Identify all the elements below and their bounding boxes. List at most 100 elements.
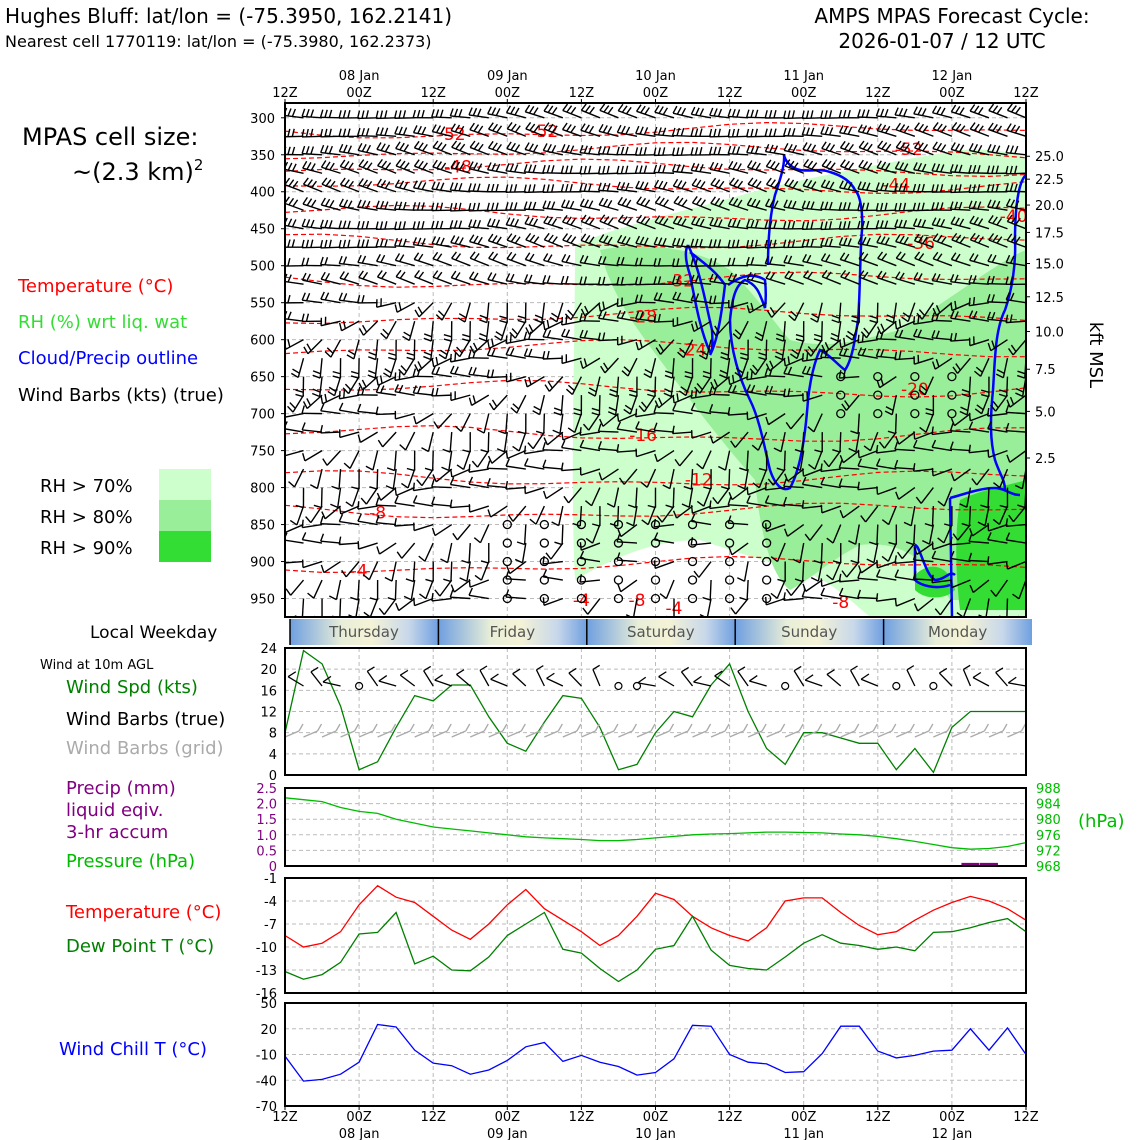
wind-barb bbox=[932, 141, 953, 156]
wind-barb bbox=[739, 450, 749, 472]
time-label-top: 12Z bbox=[272, 86, 298, 101]
wind-barb bbox=[696, 450, 712, 470]
wind-barb bbox=[285, 449, 304, 457]
wind-barb bbox=[387, 579, 397, 601]
wind-barb bbox=[375, 375, 397, 386]
wind-barb bbox=[339, 271, 360, 285]
wind-barb bbox=[776, 450, 786, 472]
wind-barb bbox=[432, 270, 452, 285]
wind-barb bbox=[765, 177, 786, 193]
wind-barb bbox=[969, 215, 990, 230]
date-label-top: 09 Jan bbox=[487, 69, 528, 84]
wind-barb bbox=[820, 349, 841, 359]
surface-wind-barb bbox=[938, 667, 953, 687]
wind-barb bbox=[765, 271, 786, 285]
wind-barb bbox=[327, 376, 342, 397]
y-tick-label: 12 bbox=[260, 706, 277, 721]
wind-barb bbox=[587, 376, 601, 397]
surface-wind-barb bbox=[658, 671, 675, 687]
wind-barb bbox=[931, 467, 953, 477]
wind-barb bbox=[301, 218, 323, 230]
wind-barb bbox=[376, 270, 397, 285]
grid-wind-barb bbox=[692, 723, 712, 738]
wind-panel: 0 4 8 12 16 20 24 bbox=[260, 642, 1027, 784]
wind-barb bbox=[998, 376, 1009, 398]
isotherm-label: -52 bbox=[438, 125, 466, 145]
wind-barb bbox=[734, 357, 749, 378]
wind-barb bbox=[839, 450, 860, 464]
surface-wind-barb bbox=[535, 665, 545, 687]
wind-barb bbox=[895, 251, 916, 267]
wind-barb bbox=[913, 106, 934, 119]
wind-barb bbox=[693, 561, 712, 578]
wind-barb bbox=[312, 358, 323, 379]
wind-barb bbox=[486, 347, 508, 359]
wind-barb bbox=[598, 310, 619, 322]
surface-wind-barb bbox=[972, 671, 990, 687]
wind-barb bbox=[672, 105, 693, 119]
wind-barb bbox=[783, 199, 804, 211]
wind-barb bbox=[848, 524, 860, 545]
wind-barb bbox=[728, 487, 749, 501]
grid-wind-barb bbox=[451, 723, 471, 738]
y-tick-label: -16 bbox=[256, 987, 277, 1002]
wind-barb bbox=[486, 183, 508, 193]
wind-barb bbox=[751, 431, 768, 451]
grid-wind-barb bbox=[766, 723, 786, 738]
wind-barb bbox=[580, 123, 601, 137]
temperature-panel: -16 -13 -10 -7 -4 -1 bbox=[256, 872, 1027, 1002]
wind-barb bbox=[653, 236, 675, 248]
surface-wind-barb bbox=[962, 664, 972, 687]
wind-barb bbox=[579, 165, 600, 175]
wind-barb bbox=[709, 161, 730, 174]
surface-wind-barb bbox=[737, 666, 749, 687]
wind-barb bbox=[580, 302, 601, 317]
wind-barb bbox=[801, 476, 823, 489]
wind-barb bbox=[838, 347, 860, 359]
wind-barb bbox=[418, 542, 434, 562]
wind-barb bbox=[720, 469, 731, 490]
wind-barb bbox=[708, 258, 730, 267]
wind-barb bbox=[357, 513, 378, 526]
wind-barb bbox=[977, 505, 990, 527]
wind-barb bbox=[690, 162, 712, 174]
time-label-top: 00Z bbox=[939, 86, 965, 101]
wind-barb bbox=[449, 589, 471, 600]
height-tick-label: 10.0 bbox=[1035, 326, 1064, 341]
wind-barb bbox=[432, 140, 452, 156]
wind-barb bbox=[912, 439, 934, 452]
wind-barb bbox=[839, 180, 860, 193]
wind-barb bbox=[285, 431, 286, 433]
precip-bar bbox=[979, 862, 998, 866]
wind-barb bbox=[314, 598, 323, 617]
wind-barb bbox=[486, 162, 508, 174]
wind-barb bbox=[801, 589, 823, 600]
wind-barb bbox=[617, 579, 638, 593]
wind-barb bbox=[338, 390, 360, 400]
wind-barb bbox=[287, 394, 305, 413]
wind-barb bbox=[451, 140, 471, 156]
wind-barb bbox=[653, 532, 675, 544]
wind-barb bbox=[431, 387, 452, 397]
wind-barb bbox=[968, 412, 990, 422]
wind-barb bbox=[727, 218, 749, 230]
wind-barb bbox=[999, 487, 1009, 509]
wind-barb bbox=[598, 197, 619, 211]
wind-barb bbox=[1012, 579, 1026, 600]
wind-barb bbox=[469, 251, 490, 267]
wind-barb bbox=[606, 487, 620, 508]
wind-barb bbox=[414, 302, 434, 318]
calm-marker bbox=[687, 575, 698, 585]
wind-barb bbox=[506, 122, 527, 137]
grid-wind-barb bbox=[859, 723, 878, 738]
wind-barb bbox=[542, 486, 564, 500]
wind-barb bbox=[647, 376, 657, 398]
wind-barb bbox=[664, 358, 675, 379]
wind-barb bbox=[838, 478, 860, 489]
wind-barb bbox=[542, 184, 563, 194]
wind-barb bbox=[931, 426, 952, 436]
height-tick-label: 25.0 bbox=[1035, 150, 1064, 165]
wind-barb bbox=[474, 561, 490, 581]
wind-barb bbox=[653, 258, 675, 267]
wind-barb bbox=[592, 506, 601, 527]
